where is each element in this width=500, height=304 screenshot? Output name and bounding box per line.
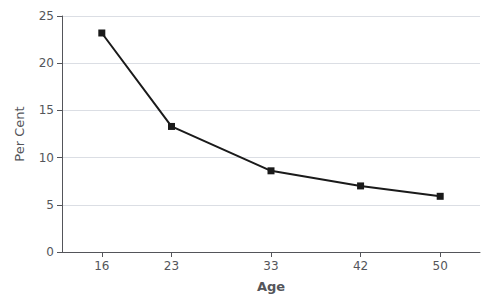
svg-text:16: 16 <box>94 259 109 273</box>
svg-text:25: 25 <box>39 9 54 23</box>
svg-text:15: 15 <box>39 103 54 117</box>
svg-text:0: 0 <box>46 245 54 259</box>
svg-text:42: 42 <box>353 259 368 273</box>
svg-text:5: 5 <box>46 198 54 212</box>
svg-text:10: 10 <box>39 151 54 165</box>
svg-text:50: 50 <box>433 259 448 273</box>
svg-text:20: 20 <box>39 56 54 70</box>
svg-text:Per Cent: Per Cent <box>12 106 27 161</box>
svg-text:33: 33 <box>263 259 278 273</box>
svg-text:23: 23 <box>164 259 179 273</box>
svg-text:Age: Age <box>257 279 285 294</box>
